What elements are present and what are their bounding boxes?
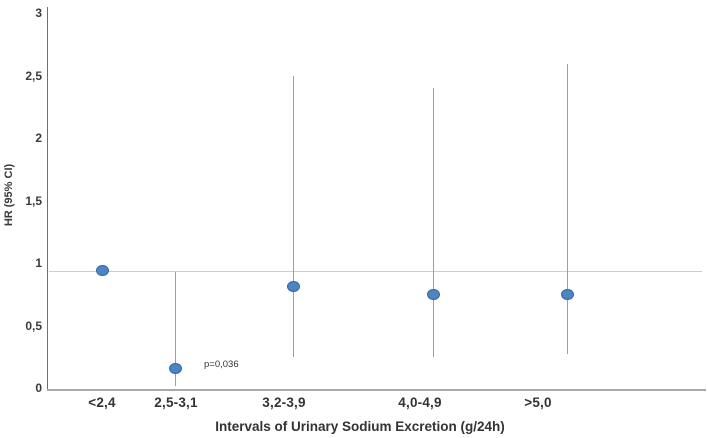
- x-category-label: 2,5-3,1: [154, 395, 198, 410]
- error-bar: [567, 64, 568, 354]
- y-tick-label: 2,5: [25, 69, 42, 83]
- data-point-marker: [96, 265, 109, 276]
- x-category-label: 3,2-3,9: [262, 395, 306, 410]
- y-tick-label: 0,5: [25, 319, 42, 333]
- p-value-annotation: p=0,036: [204, 359, 239, 370]
- y-tick-label: 1,5: [25, 194, 42, 208]
- y-tick-label: 0: [35, 381, 42, 395]
- x-axis-line: [47, 389, 706, 391]
- error-bar: [433, 88, 434, 357]
- data-point-marker: [427, 289, 440, 300]
- data-point-marker: [287, 281, 300, 292]
- x-category-label: >5,0: [524, 395, 552, 410]
- x-category-label: <2,4: [88, 395, 116, 410]
- error-bar: [293, 76, 294, 357]
- error-bar: [175, 272, 176, 386]
- x-category-label: 4,0-4,9: [398, 395, 442, 410]
- data-point-marker: [561, 289, 574, 300]
- y-tick-label: 3: [35, 6, 42, 20]
- reference-line: [49, 271, 702, 272]
- y-tick-label: 1: [35, 256, 42, 270]
- x-axis-title: Intervals of Urinary Sodium Excretion (g…: [215, 419, 505, 434]
- y-tick-label: 2: [35, 131, 42, 145]
- y-axis-line: [47, 7, 48, 390]
- data-point-marker: [169, 363, 182, 374]
